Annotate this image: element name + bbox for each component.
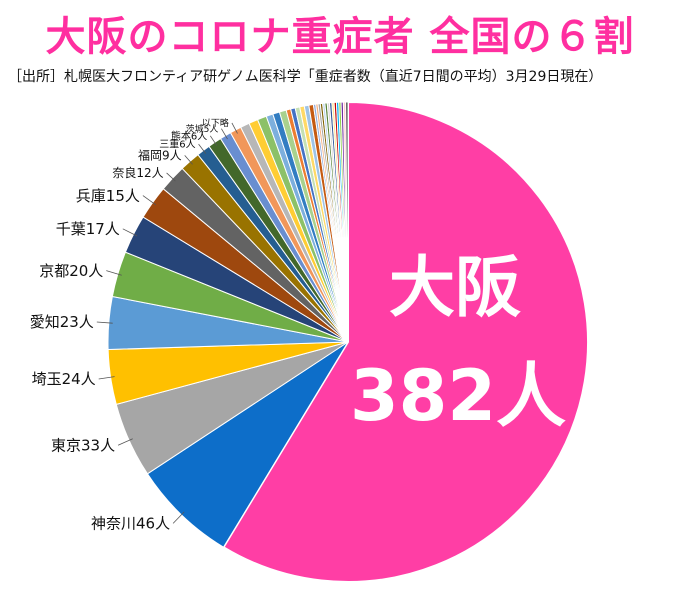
leader-line <box>166 172 176 182</box>
slice-label-rest: 以下略 <box>202 117 229 129</box>
leader-line <box>117 438 133 446</box>
slice-label-三重: 三重6人 <box>159 138 195 151</box>
osaka-callout: 大阪 382人 <box>350 249 566 437</box>
slice-label-千葉: 千葉17人 <box>56 220 120 238</box>
slice-label-京都: 京都20人 <box>39 262 103 280</box>
slice-label-茨城: 茨城5人 <box>186 123 219 135</box>
slice-label-神奈川: 神奈川46人 <box>91 515 170 533</box>
slice-label-埼玉: 埼玉24人 <box>32 370 96 388</box>
slice-labels: 神奈川46人 東京33人 埼玉24人 愛知23人 京都20人 千葉17人 兵庫15人 奈良12… <box>30 117 229 533</box>
slice-label-熊本: 熊本6人 <box>171 129 207 142</box>
leader-line <box>221 128 228 140</box>
leader-line <box>231 122 238 134</box>
leader-line <box>184 155 193 165</box>
leader-line <box>106 270 122 276</box>
chart-title: 大阪のコロナ重症者 全国の６割 <box>45 14 635 60</box>
slice-label-福岡: 福岡9人 <box>138 148 182 163</box>
leader-line <box>98 376 115 380</box>
pie-slice-大阪 <box>222 100 589 583</box>
leader-line <box>96 321 113 324</box>
source-note: ［出所］札幌医大フロンティア研ゲノム医科学「重症者数（直近7日間の平均）3月29… <box>8 69 603 85</box>
callout-prefecture: 大阪 <box>389 249 521 326</box>
callout-count: 382人 <box>350 355 566 437</box>
slice-label-兵庫: 兵庫15人 <box>76 187 140 205</box>
pie-slice-other-40 <box>345 101 349 343</box>
leader-line <box>198 143 207 154</box>
slice-label-東京: 東京33人 <box>51 437 115 455</box>
leader-lines <box>96 122 238 524</box>
leader-line <box>172 511 185 524</box>
leader-line <box>142 195 157 206</box>
slice-label-奈良: 奈良12人 <box>112 165 163 180</box>
pie-slices <box>107 100 589 583</box>
leader-line <box>209 135 218 146</box>
leader-line <box>122 228 138 237</box>
slice-label-愛知: 愛知23人 <box>30 313 94 331</box>
